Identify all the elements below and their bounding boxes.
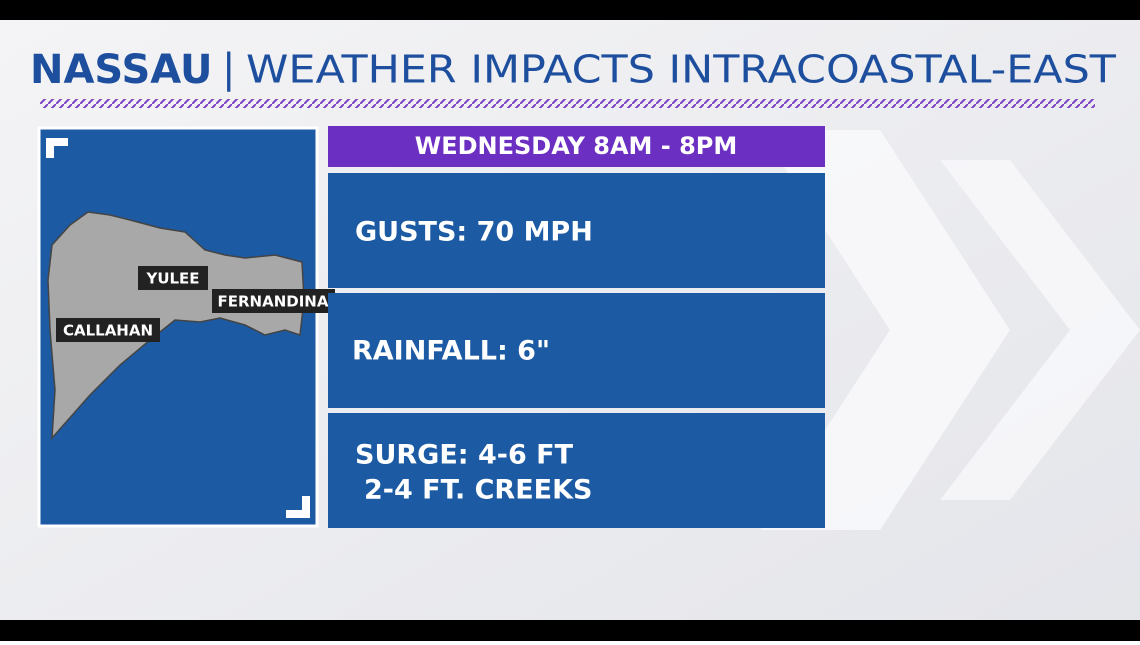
row-box xyxy=(328,413,825,528)
row-text: 2-4 FT. CREEKS xyxy=(364,475,592,506)
title: WEATHER IMPACTS INTRACOASTAL-EAST xyxy=(246,48,1117,92)
map-label: CALLAHAN xyxy=(63,322,153,340)
row-box xyxy=(328,173,825,288)
county-map xyxy=(47,211,305,441)
corner xyxy=(286,496,310,518)
divider xyxy=(40,99,1095,108)
panel-heading: WEDNESDAY 8AM - 8PM xyxy=(415,132,738,160)
row-text: SURGE: 4-6 FT xyxy=(355,440,574,471)
row-text: RAINFALL: 6" xyxy=(352,336,550,367)
separator: | xyxy=(222,46,235,92)
map-label: YULEE xyxy=(145,270,199,288)
top-bar xyxy=(0,0,1140,20)
map-label: FERNANDINA xyxy=(218,293,329,311)
county: NASSAU xyxy=(30,47,212,93)
panel-heading-box xyxy=(328,126,825,167)
row-box xyxy=(328,293,825,408)
chevron xyxy=(940,160,1140,500)
chevron xyxy=(760,130,1010,530)
label-box xyxy=(138,266,208,290)
row-text: GUSTS: 70 MPH xyxy=(355,217,593,248)
label-box xyxy=(56,318,160,342)
corner xyxy=(46,138,68,158)
bottom-bar xyxy=(0,620,1140,641)
label-box xyxy=(212,289,335,313)
